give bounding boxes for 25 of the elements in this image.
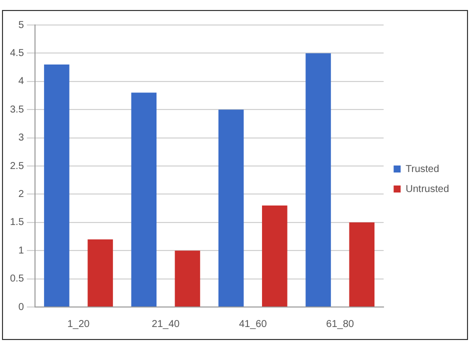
y-tick-label: 1 [18, 245, 24, 256]
x-tick-label: 21_40 [152, 318, 180, 330]
y-tick-label: 3.5 [10, 104, 24, 116]
x-tick-label: 1_20 [67, 318, 90, 330]
y-tick-label: 3 [18, 132, 24, 144]
y-tick-label: 5 [18, 20, 24, 31]
bar [131, 92, 157, 306]
y-tick-label: 2 [18, 188, 24, 200]
bar [306, 53, 331, 306]
bar [349, 222, 374, 306]
y-tick-label: 4 [18, 76, 24, 88]
y-tick-label: 0.5 [10, 274, 24, 285]
x-tick-label: 61_80 [326, 318, 354, 330]
bar [174, 250, 200, 306]
bar [262, 205, 288, 306]
legend-label: Untrusted [406, 184, 450, 195]
y-tick-label: 0 [18, 302, 24, 313]
bar [44, 64, 70, 306]
y-tick-label: 1.5 [10, 217, 24, 228]
y-tick-label: 2.5 [10, 160, 24, 172]
y-tick-label: 4.5 [10, 48, 24, 59]
bar [88, 239, 113, 306]
bar [218, 110, 244, 306]
x-tick-label: 41_60 [238, 318, 268, 330]
legend-label: Trusted [406, 164, 440, 175]
